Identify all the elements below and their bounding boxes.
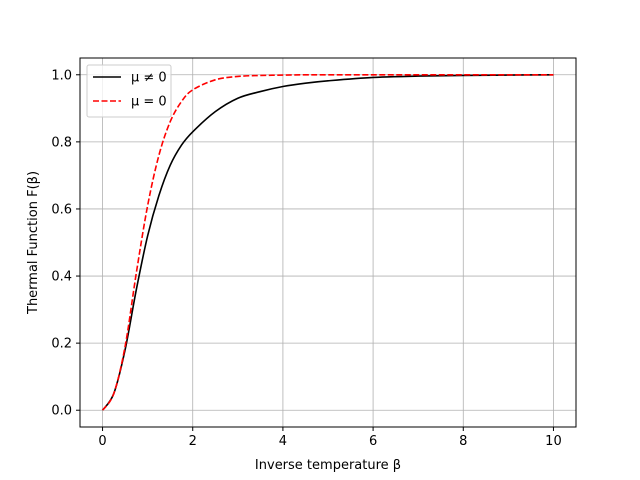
x-tick-label: 10	[545, 434, 562, 449]
plot-area	[80, 58, 576, 427]
y-tick-label: 1.0	[51, 68, 72, 83]
y-tick-label: 0.0	[51, 404, 72, 419]
y-axis-label: Thermal Function F(β)	[26, 171, 41, 315]
series-line-mu-zero	[101, 73, 554, 411]
x-tick-label: 2	[189, 434, 197, 449]
axis-ticks: 0 2 4 6 8 10 0.0 0.2 0.4 0.6 0.8 1.0	[51, 68, 561, 449]
series-line-mu-nonzero	[101, 73, 554, 411]
plot-frame	[79, 57, 577, 428]
x-tick-label: 0	[98, 434, 106, 449]
x-tick-label: 6	[369, 434, 377, 449]
y-tick-label: 0.2	[51, 337, 72, 352]
legend-box	[86, 64, 172, 118]
legend-label: μ ≠ 0	[131, 71, 167, 86]
x-axis-label: Inverse temperature β	[255, 458, 401, 473]
grid-lines	[80, 58, 576, 427]
y-tick-label: 0.6	[51, 202, 72, 217]
series-lines	[101, 73, 554, 411]
legend: μ ≠ 0 μ = 0	[86, 64, 172, 118]
y-tick-label: 0.4	[51, 270, 72, 285]
x-tick-label: 8	[459, 434, 467, 449]
legend-label: μ = 0	[131, 95, 167, 110]
x-tick-label: 4	[279, 434, 287, 449]
y-tick-label: 0.8	[51, 135, 72, 150]
